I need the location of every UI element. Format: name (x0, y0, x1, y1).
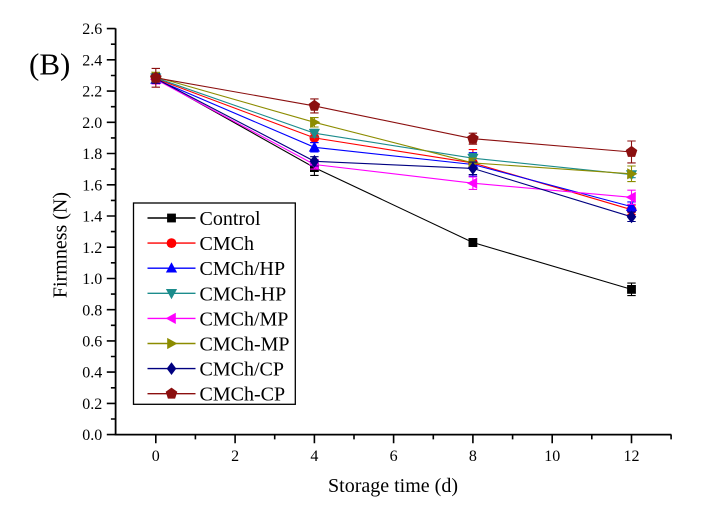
svg-text:0.6: 0.6 (82, 334, 102, 351)
svg-text:10: 10 (544, 448, 560, 465)
svg-text:4: 4 (310, 448, 318, 465)
svg-text:1.0: 1.0 (82, 271, 102, 288)
svg-text:2.6: 2.6 (82, 21, 102, 38)
svg-text:CMCh/CP: CMCh/CP (200, 359, 284, 381)
svg-text:0: 0 (152, 448, 160, 465)
svg-text:CMCh-HP: CMCh-HP (200, 283, 287, 305)
svg-text:0.4: 0.4 (82, 365, 102, 382)
svg-text:8: 8 (469, 448, 477, 465)
svg-text:1.2: 1.2 (82, 240, 102, 257)
svg-text:CMCh: CMCh (200, 233, 254, 255)
svg-text:12: 12 (624, 448, 640, 465)
svg-text:0.8: 0.8 (82, 302, 102, 319)
svg-text:2.4: 2.4 (82, 52, 102, 69)
svg-text:2: 2 (231, 448, 239, 465)
svg-text:CMCh/MP: CMCh/MP (200, 308, 289, 330)
svg-text:0.2: 0.2 (82, 396, 102, 413)
svg-text:Firmness (N): Firmness (N) (50, 192, 72, 298)
svg-text:1.8: 1.8 (82, 146, 102, 163)
svg-text:2.2: 2.2 (82, 84, 102, 101)
svg-text:6: 6 (390, 448, 398, 465)
svg-text:1.6: 1.6 (82, 177, 102, 194)
svg-text:Control: Control (200, 208, 262, 230)
svg-text:CMCh-CP: CMCh-CP (200, 384, 286, 406)
svg-text:2.0: 2.0 (82, 115, 102, 132)
svg-text:0.0: 0.0 (82, 427, 102, 444)
svg-text:CMCh-MP: CMCh-MP (200, 334, 290, 356)
svg-text:Storage time (d): Storage time (d) (328, 475, 458, 497)
svg-text:(B): (B) (29, 47, 70, 82)
svg-text:1.4: 1.4 (82, 209, 102, 226)
svg-text:CMCh/HP: CMCh/HP (200, 258, 286, 280)
